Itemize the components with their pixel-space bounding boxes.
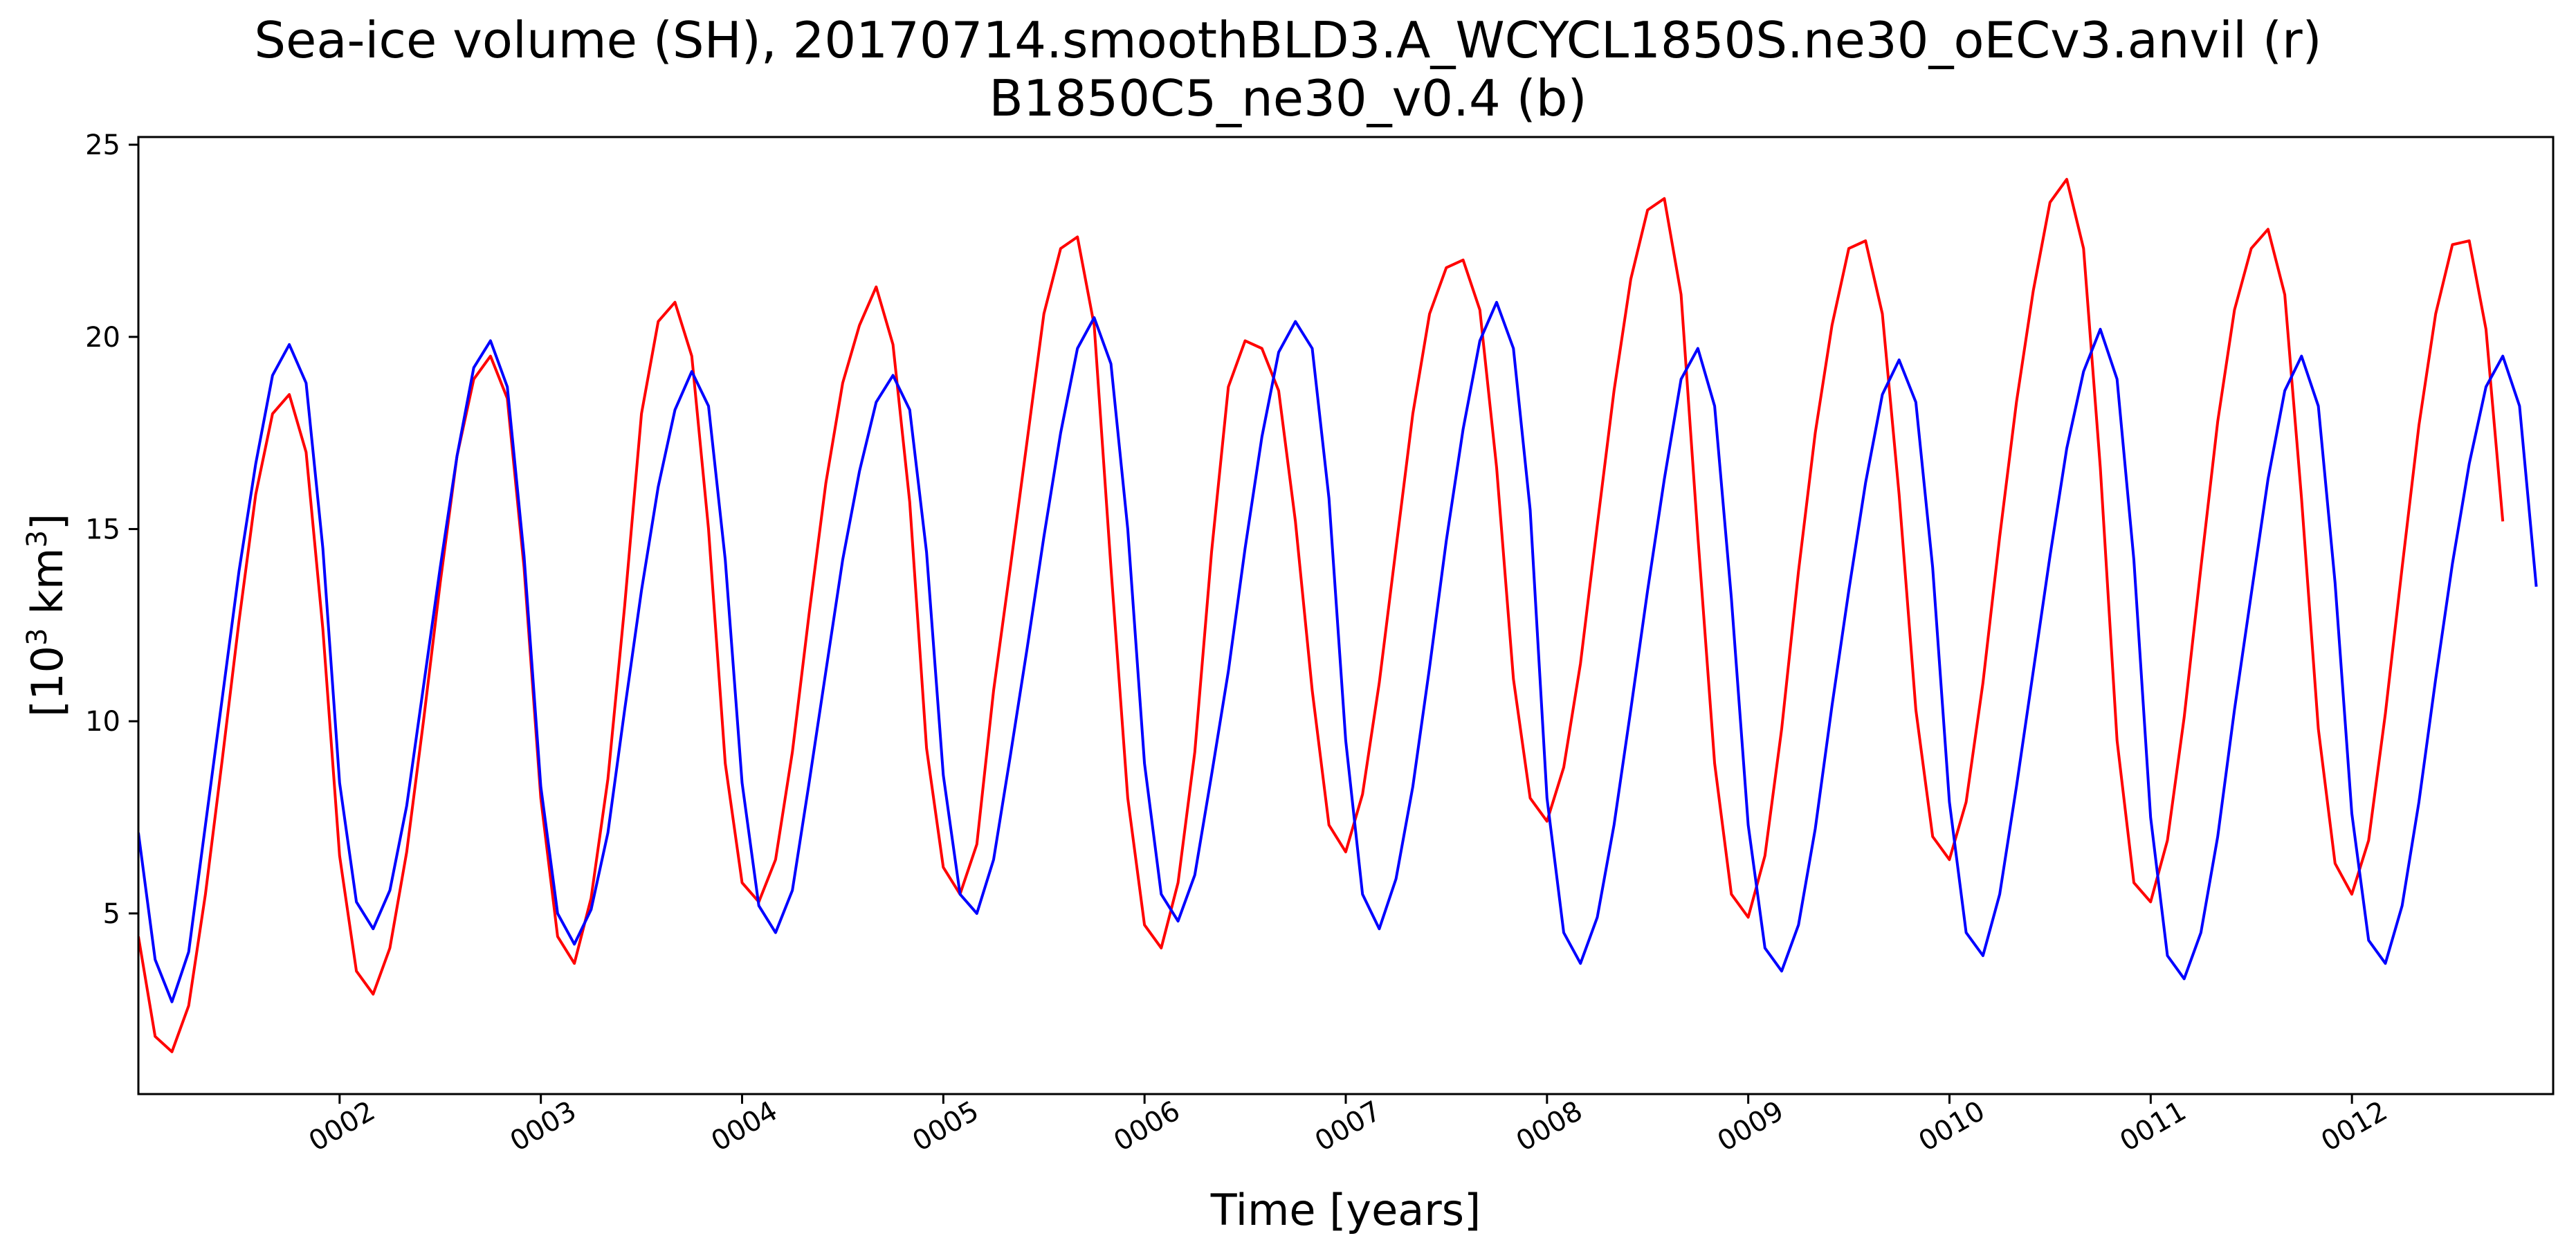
y-tick-label: 15 bbox=[85, 514, 120, 546]
x-tick-label: 0012 bbox=[2316, 1095, 2393, 1158]
y-tick-label: 25 bbox=[85, 129, 120, 161]
x-tick-label: 0011 bbox=[2114, 1095, 2191, 1158]
series-line-blue bbox=[138, 300, 2538, 1003]
series-layer bbox=[138, 178, 2538, 1053]
y-axis-label-sup2: 3 bbox=[21, 530, 53, 547]
x-tick-label: 0005 bbox=[907, 1095, 984, 1158]
y-tick-label: 10 bbox=[85, 706, 120, 738]
y-axis-label-base: [10 bbox=[22, 646, 73, 717]
x-tick-label: 0004 bbox=[706, 1095, 783, 1158]
y-axis-label: [103 km3] bbox=[21, 513, 73, 717]
y-tick-label: 5 bbox=[103, 898, 120, 930]
x-tick-label: 0008 bbox=[1511, 1095, 1588, 1158]
x-axis-ticks: 0002 0003 0004 0005 0006 0007 0008 0009 0010 0011… bbox=[304, 1094, 2393, 1158]
x-tick-label: 0009 bbox=[1712, 1095, 1789, 1158]
x-tick-label: 0006 bbox=[1108, 1095, 1185, 1158]
x-tick-label: 0007 bbox=[1310, 1095, 1387, 1158]
chart-title-line-2: B1850C5_ne30_v0.4 (b) bbox=[989, 69, 1587, 127]
y-axis-label-sup1: 3 bbox=[21, 628, 53, 646]
y-tick-label: 20 bbox=[85, 322, 120, 354]
x-tick-label: 0003 bbox=[505, 1095, 582, 1158]
x-tick-label: 0002 bbox=[304, 1095, 381, 1158]
x-tick-label: 0010 bbox=[1913, 1095, 1990, 1158]
series-line-red bbox=[138, 178, 2505, 1053]
y-axis-label-mid: km bbox=[22, 548, 73, 628]
plot-area-frame bbox=[137, 136, 2555, 1095]
chart-title-line-1: Sea-ice volume (SH), 20170714.smoothBLD3… bbox=[254, 11, 2322, 69]
x-axis-label: Time [years] bbox=[1210, 1185, 1481, 1235]
y-axis-label-end: ] bbox=[22, 513, 73, 530]
y-axis-ticks: 5 10 15 20 25 bbox=[85, 129, 138, 930]
